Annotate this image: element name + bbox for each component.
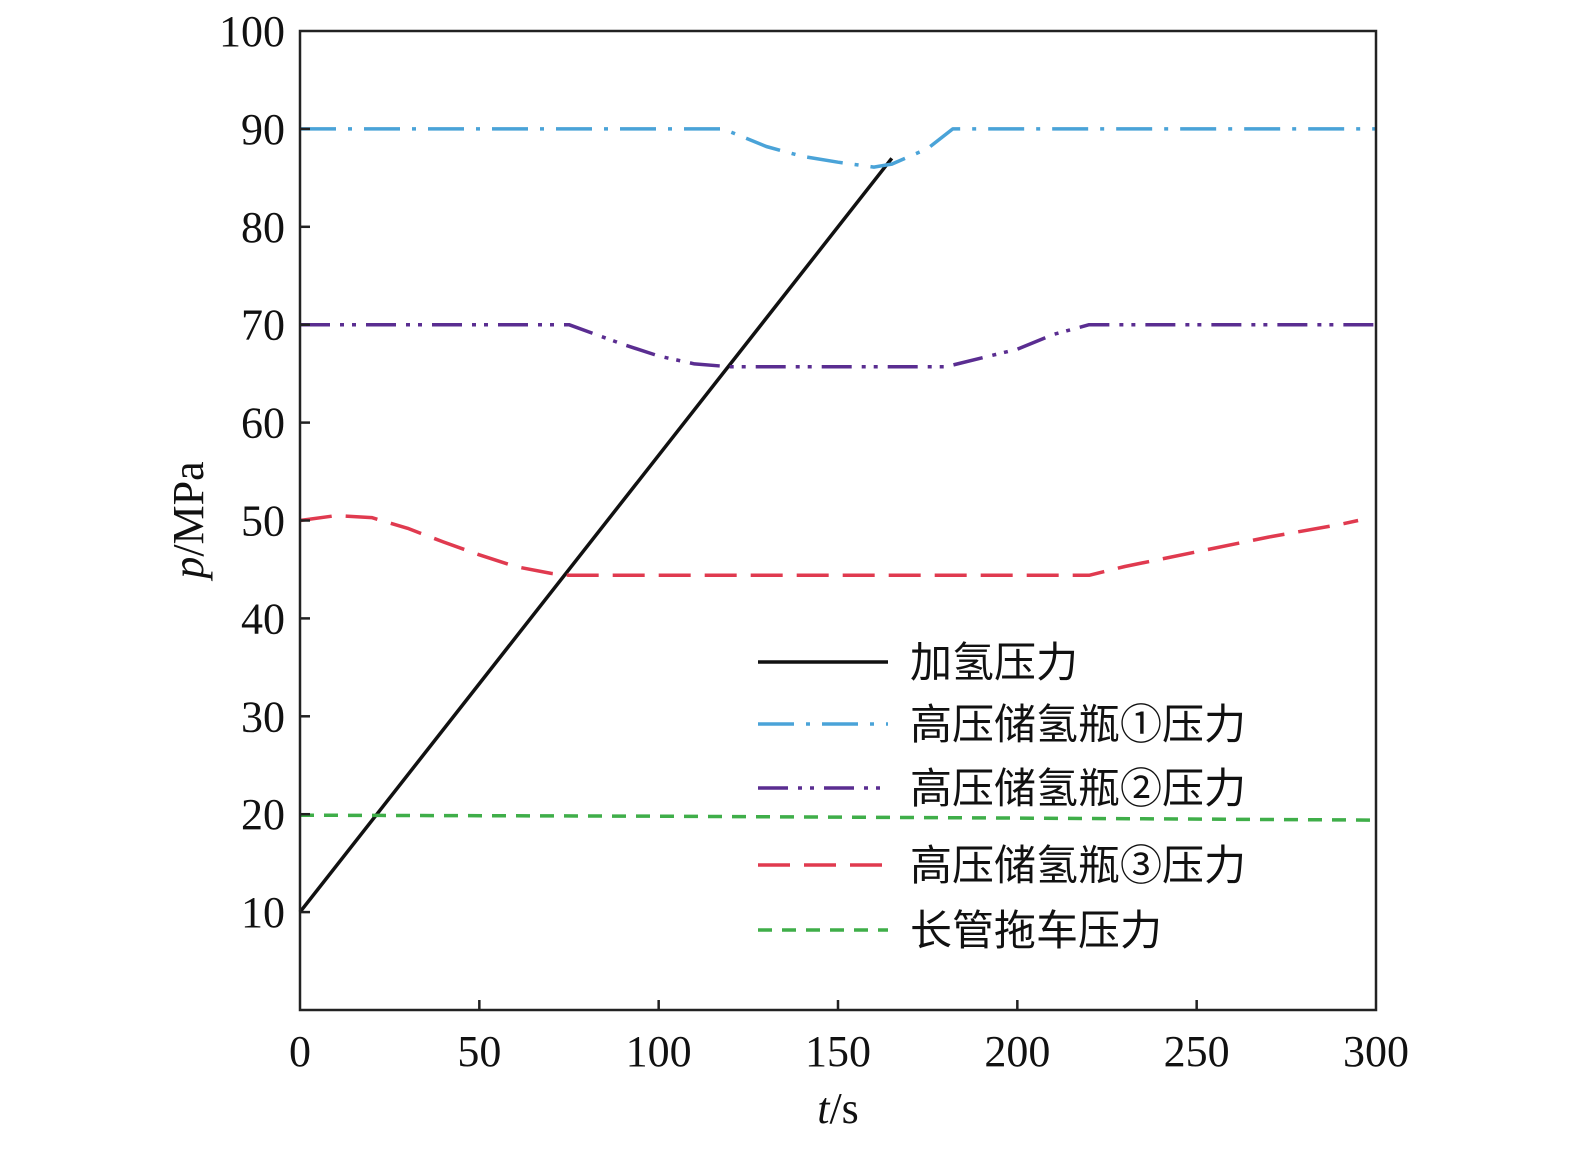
series-line-2 bbox=[300, 127, 1376, 169]
x-axis-title-unit: /s bbox=[829, 1084, 858, 1133]
x-axis-title-italic: t bbox=[817, 1084, 831, 1133]
legend-label-3: 高压储氢瓶②压力 bbox=[910, 764, 1246, 813]
x-tick-label-100: 100 bbox=[626, 1027, 692, 1076]
x-tick-label-200: 200 bbox=[984, 1027, 1050, 1076]
y-axis-title-unit: /MPa bbox=[164, 461, 213, 556]
y-tick-label-70: 70 bbox=[241, 301, 285, 350]
series-line-5 bbox=[299, 813, 1377, 822]
y-tick-label-100: 100 bbox=[219, 7, 285, 56]
x-tick-label-50: 50 bbox=[457, 1027, 501, 1076]
y-tick-label-40: 40 bbox=[241, 594, 285, 643]
x-axis-title: t/s bbox=[817, 1084, 859, 1133]
series-line-3 bbox=[300, 322, 1376, 369]
legend-label-2: 高压储氢瓶①压力 bbox=[910, 700, 1246, 749]
x-tick-label-300: 300 bbox=[1343, 1027, 1409, 1076]
legend-label-5: 长管拖车压力 bbox=[910, 906, 1162, 955]
y-axis-title: p/MPa bbox=[164, 461, 213, 581]
x-tick-label-250: 250 bbox=[1164, 1027, 1230, 1076]
y-tick-label-60: 60 bbox=[241, 399, 285, 448]
y-axis: 10 20 30 40 50 60 70 80 90 100 bbox=[219, 7, 310, 937]
y-tick-label-20: 20 bbox=[241, 790, 285, 839]
series-layer bbox=[298, 127, 1377, 914]
y-tick-label-90: 90 bbox=[241, 105, 285, 154]
series-line-1 bbox=[298, 157, 894, 914]
x-tick-label-0: 0 bbox=[289, 1027, 311, 1076]
x-tick-label-150: 150 bbox=[805, 1027, 871, 1076]
y-tick-label-50: 50 bbox=[241, 497, 285, 546]
y-tick-label-10: 10 bbox=[241, 888, 285, 937]
y-tick-label-80: 80 bbox=[241, 203, 285, 252]
legend-label-4: 高压储氢瓶③压力 bbox=[910, 841, 1246, 890]
legend-label-1: 加氢压力 bbox=[910, 638, 1078, 687]
x-axis: 0 50 100 150 200 250 300 bbox=[289, 1000, 1409, 1076]
y-tick-label-30: 30 bbox=[241, 692, 285, 741]
series-line-4 bbox=[299, 513, 1359, 578]
y-axis-title-italic: p bbox=[164, 557, 213, 582]
